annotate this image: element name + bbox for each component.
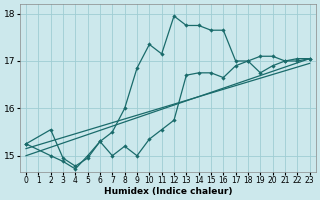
X-axis label: Humidex (Indice chaleur): Humidex (Indice chaleur) — [104, 187, 232, 196]
